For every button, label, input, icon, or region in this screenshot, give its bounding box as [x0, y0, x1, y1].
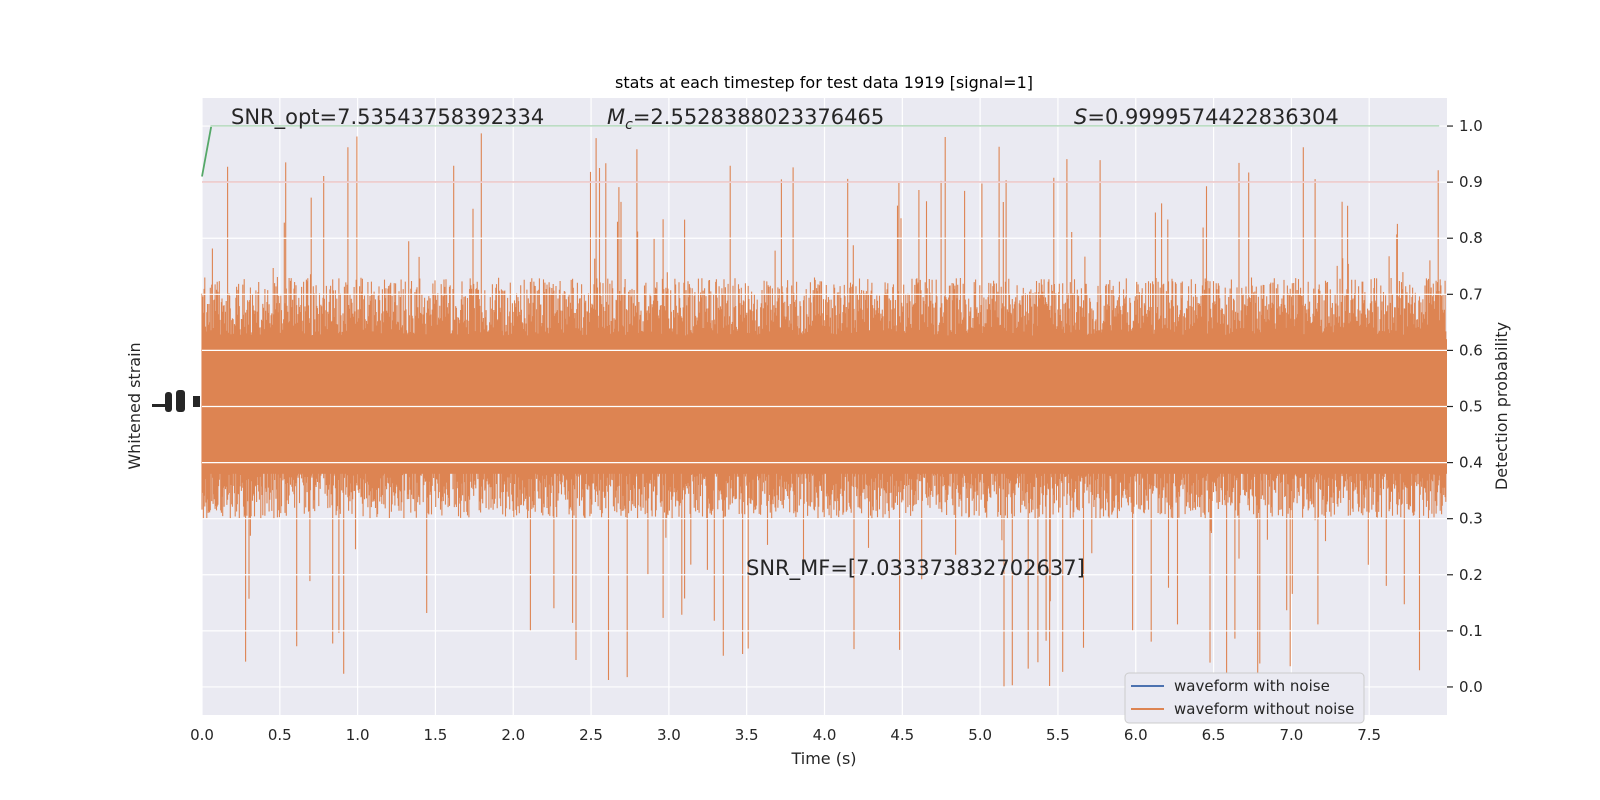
- chart-title: stats at each timestep for test data 191…: [615, 73, 1033, 92]
- mc-annotation: Mc=2.5528388023376465: [607, 105, 884, 133]
- x-axis-ticks: 0.0 0.5 1.0 1.5 2.0 2.5 3.0 3.5 4.0 4.5 5.0 5.5 6.0 6…: [190, 726, 1381, 744]
- y-tick-label: 0.0: [1459, 678, 1483, 696]
- y-tick-label: 0.8: [1459, 229, 1483, 247]
- x-tick-label: 0.5: [268, 726, 292, 744]
- y-tick-label: 0.9: [1459, 173, 1483, 191]
- x-tick-label: 5.5: [1046, 726, 1070, 744]
- legend-label-noise: waveform with noise: [1174, 677, 1330, 695]
- y-axis-right-label: Detection probability: [1492, 322, 1511, 490]
- y-tick-label: 0.2: [1459, 566, 1483, 584]
- x-tick-label: 6.0: [1124, 726, 1148, 744]
- y-axis-left-label: Whitened strain: [125, 342, 144, 469]
- left-tick-blob-4: [193, 396, 200, 407]
- x-tick-label: 7.0: [1279, 726, 1303, 744]
- mc-symbol: M: [607, 105, 625, 129]
- left-tick-blob-3: [176, 390, 185, 412]
- y-tick-label: 0.3: [1459, 510, 1483, 528]
- left-tick-blob-2: [165, 392, 172, 412]
- s-annotation: S=0.9999574422836304: [1074, 105, 1339, 129]
- s-value: =0.9999574422836304: [1087, 105, 1338, 129]
- legend: waveform with noise waveform without noi…: [1124, 672, 1365, 724]
- y-tick-label: 0.1: [1459, 622, 1483, 640]
- x-tick-label: 3.5: [735, 726, 759, 744]
- x-tick-label: 1.5: [424, 726, 448, 744]
- left-tick-blob-1: [152, 404, 166, 407]
- x-tick-label: 5.0: [968, 726, 992, 744]
- mc-value: =2.5528388023376465: [633, 105, 884, 129]
- mc-subscript: c: [625, 117, 633, 133]
- x-tick-label: 2.5: [579, 726, 603, 744]
- legend-label-clean: waveform without noise: [1174, 700, 1354, 718]
- x-axis-label: Time (s): [790, 749, 856, 768]
- x-tick-label: 4.5: [890, 726, 914, 744]
- y-tick-label: 0.4: [1459, 454, 1483, 472]
- x-tick-label: 7.5: [1357, 726, 1381, 744]
- x-tick-label: 4.0: [813, 726, 837, 744]
- y-axis-right-ticks: 0.0 0.1 0.2 0.3 0.4 0.5 0.6 0.7 0.8 0.9 1.0: [1447, 117, 1483, 696]
- legend-box: [1124, 672, 1365, 724]
- y-tick-label: 0.5: [1459, 398, 1483, 416]
- y-tick-label: 0.7: [1459, 285, 1483, 303]
- snr-mf-annotation: SNR_MF=[7.033373832702637]: [746, 556, 1085, 581]
- horizontal-grid: [202, 125, 1447, 688]
- y-tick-label: 1.0: [1459, 117, 1483, 135]
- x-tick-label: 2.0: [501, 726, 525, 744]
- y-tick-label: 0.6: [1459, 341, 1483, 359]
- x-tick-label: 1.0: [346, 726, 370, 744]
- x-tick-label: 6.5: [1202, 726, 1226, 744]
- snr-opt-annotation: SNR_opt=7.53543758392334: [231, 105, 544, 130]
- s-symbol: S: [1074, 105, 1087, 129]
- left-axis-clutter: [152, 390, 200, 412]
- x-tick-label: 0.0: [190, 726, 214, 744]
- x-tick-label: 3.0: [657, 726, 681, 744]
